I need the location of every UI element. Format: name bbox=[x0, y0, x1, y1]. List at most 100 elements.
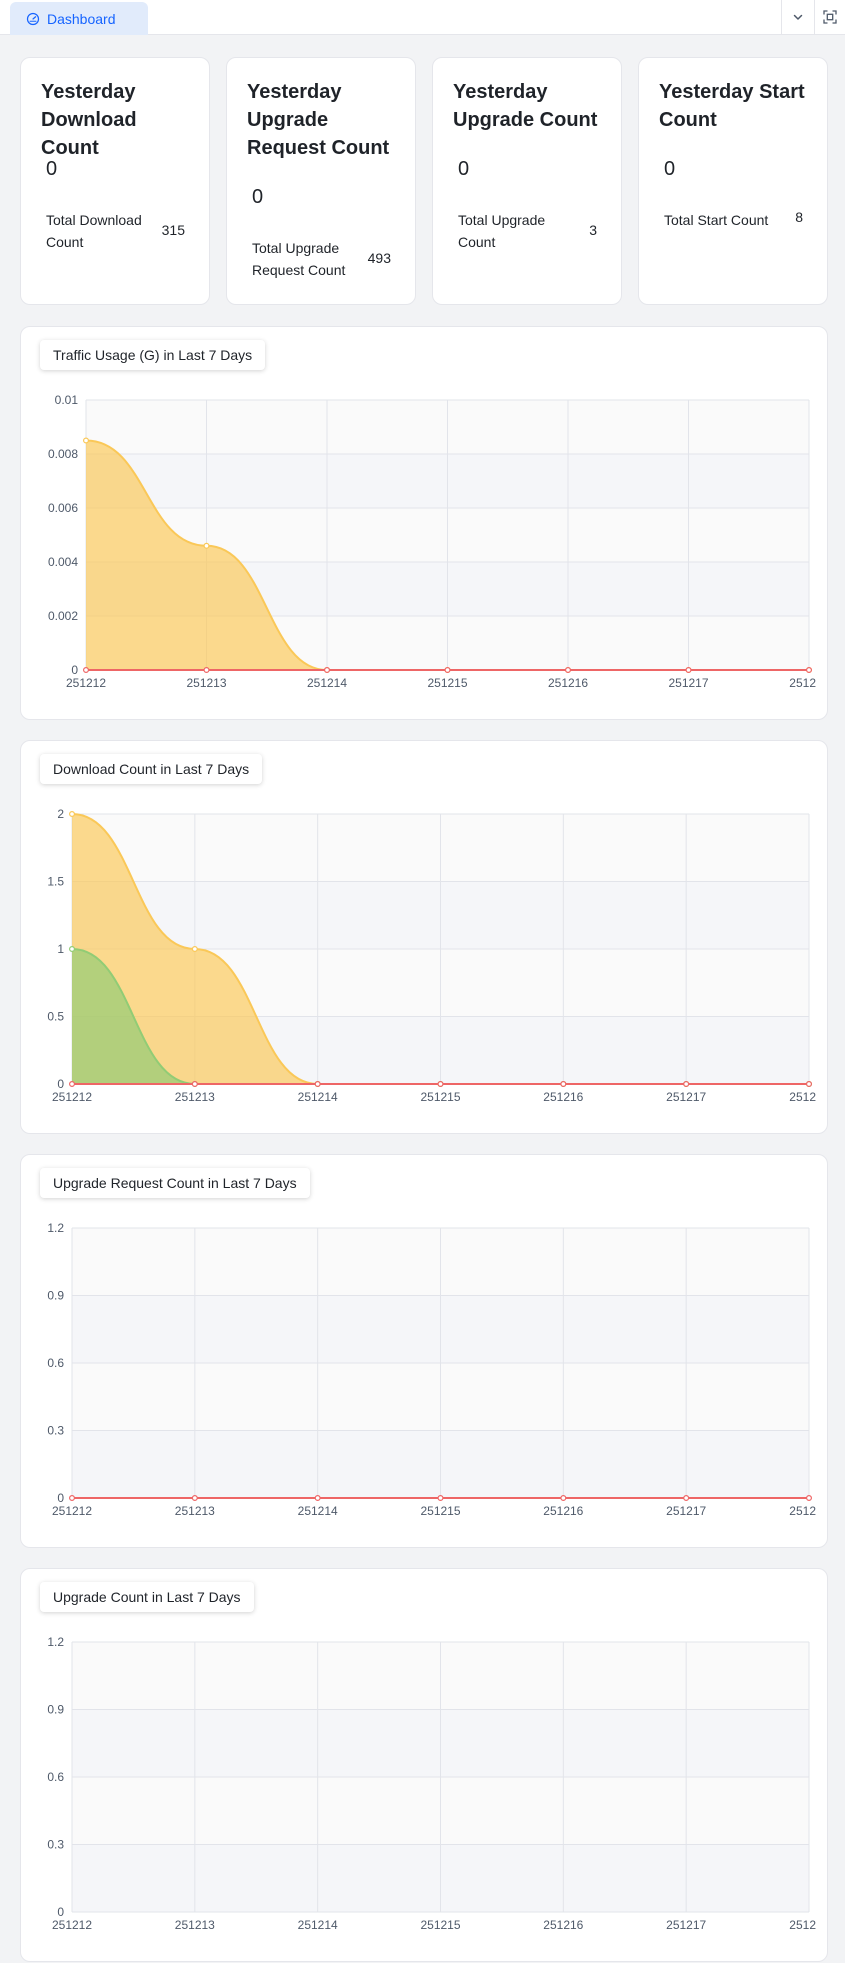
stat-card-upgrade: Yesterday Upgrade Count 0 Total Upgrade … bbox=[432, 57, 622, 305]
data-point bbox=[564, 667, 571, 674]
y-tick-label: 0 bbox=[57, 1077, 64, 1091]
x-tick-label: 251213 bbox=[175, 1504, 215, 1518]
download-chart-card: Download Count in Last 7 Days 0 0.5 1 1.5 2 2… bbox=[20, 740, 828, 1134]
x-tick-label: 2512 bbox=[789, 1918, 816, 1932]
data-point bbox=[805, 1495, 812, 1502]
stat-value: 0 bbox=[458, 158, 470, 180]
stat-total-label: Total Start Count bbox=[664, 212, 769, 228]
data-point bbox=[68, 810, 75, 817]
upgrade-chart: 0 0.3 0.6 0.9 1.2 251212 251213 251214 251215 251… bbox=[47, 1635, 816, 1932]
data-point bbox=[82, 437, 89, 444]
data-point bbox=[683, 1495, 690, 1502]
chart-title: Download Count in Last 7 Days bbox=[40, 754, 263, 784]
y-tick-label: 0.6 bbox=[47, 1356, 64, 1370]
data-point bbox=[444, 667, 451, 674]
y-tick-label: 0.9 bbox=[47, 1289, 64, 1303]
x-tick-label: 251214 bbox=[298, 1504, 338, 1518]
series-area bbox=[72, 949, 809, 1084]
data-point bbox=[437, 1081, 444, 1088]
x-tick-label: 2512 bbox=[789, 676, 816, 690]
data-point bbox=[82, 667, 89, 674]
x-tick-label: 251215 bbox=[420, 1504, 460, 1518]
stat-total-value: 315 bbox=[161, 222, 185, 238]
data-point bbox=[191, 1495, 198, 1502]
stat-value: 0 bbox=[252, 186, 264, 208]
stat-title: Yesterday Download Count bbox=[41, 81, 137, 159]
stat-total-value: 3 bbox=[589, 222, 597, 238]
x-tick-label: 251216 bbox=[543, 1090, 583, 1104]
fullscreen-icon bbox=[823, 10, 837, 24]
x-tick-label: 251217 bbox=[666, 1090, 706, 1104]
data-point bbox=[68, 1081, 75, 1088]
x-tick-label: 2512 bbox=[789, 1504, 816, 1518]
tab-bar: Dashboard bbox=[0, 0, 845, 35]
x-tick-label: 251215 bbox=[427, 676, 467, 690]
y-tick-label: 0 bbox=[71, 663, 78, 677]
data-point bbox=[68, 1495, 75, 1502]
stat-title: Yesterday Start Count bbox=[659, 81, 805, 131]
y-tick-label: 1 bbox=[57, 942, 64, 956]
y-tick-label: 1.2 bbox=[47, 1221, 64, 1235]
series-area bbox=[86, 440, 809, 670]
stat-card-start: Yesterday Start Count 0 Total Start Coun… bbox=[638, 57, 828, 305]
x-tick-label: 251214 bbox=[298, 1090, 338, 1104]
upgrade-request-chart-card: Upgrade Request Count in Last 7 Days 0 0.… bbox=[20, 1154, 828, 1548]
x-tick-label: 251212 bbox=[66, 676, 106, 690]
tab-dropdown-button[interactable] bbox=[781, 0, 814, 34]
data-point bbox=[683, 1081, 690, 1088]
data-point bbox=[805, 667, 812, 674]
data-point bbox=[805, 1081, 812, 1088]
tab-dashboard[interactable]: Dashboard bbox=[10, 2, 148, 35]
data-point bbox=[314, 1081, 321, 1088]
traffic-chart: 0 0.002 0.004 0.006 0.008 0.01 251212 251213 251… bbox=[48, 393, 816, 690]
fullscreen-button[interactable] bbox=[814, 0, 845, 34]
y-tick-label: 0.3 bbox=[47, 1424, 64, 1438]
x-tick-label: 251213 bbox=[186, 676, 226, 690]
chart-title: Traffic Usage (G) in Last 7 Days bbox=[40, 340, 266, 370]
y-tick-label: 0.008 bbox=[48, 447, 78, 461]
y-tick-label: 0.3 bbox=[47, 1838, 64, 1852]
x-tick-label: 251212 bbox=[52, 1090, 92, 1104]
stat-total-value: 8 bbox=[795, 209, 803, 225]
x-tick-label: 251216 bbox=[543, 1918, 583, 1932]
data-point bbox=[685, 667, 692, 674]
x-tick-label: 251215 bbox=[420, 1918, 460, 1932]
x-tick-label: 251212 bbox=[52, 1504, 92, 1518]
stat-card-upgrade-request: Yesterday Upgrade Request Count 0 Total … bbox=[226, 57, 416, 305]
stat-value: 0 bbox=[664, 158, 676, 180]
dashboard-icon bbox=[26, 12, 40, 25]
y-tick-label: 1.2 bbox=[47, 1635, 64, 1649]
x-tick-label: 251216 bbox=[543, 1504, 583, 1518]
y-tick-label: 0.002 bbox=[48, 609, 78, 623]
x-tick-label: 251212 bbox=[52, 1918, 92, 1932]
y-tick-label: 0 bbox=[57, 1905, 64, 1919]
data-point bbox=[560, 1081, 567, 1088]
y-tick-label: 1.5 bbox=[47, 875, 64, 889]
x-tick-label: 251214 bbox=[298, 1918, 338, 1932]
x-tick-label: 2512 bbox=[789, 1090, 816, 1104]
stat-total-label: Total Upgrade Request Count bbox=[252, 240, 346, 278]
download-chart: 0 0.5 1 1.5 2 251212 251213 251214 251215 251216 2… bbox=[47, 807, 816, 1104]
x-tick-label: 251217 bbox=[668, 676, 708, 690]
x-tick-label: 251215 bbox=[420, 1090, 460, 1104]
y-tick-label: 0.5 bbox=[47, 1010, 64, 1024]
x-tick-label: 251217 bbox=[666, 1504, 706, 1518]
tab-label: Dashboard bbox=[47, 10, 116, 27]
data-point bbox=[191, 946, 198, 953]
y-tick-label: 0 bbox=[57, 1491, 64, 1505]
stat-title: Yesterday Upgrade Request Count bbox=[247, 81, 390, 159]
x-tick-label: 251214 bbox=[307, 676, 347, 690]
stat-total-label: Total Upgrade Count bbox=[458, 212, 546, 250]
x-tick-label: 251216 bbox=[548, 676, 588, 690]
data-point bbox=[203, 667, 210, 674]
stat-total-label: Total Download Count bbox=[46, 212, 142, 250]
stat-card-download: Yesterday Download Count 0 Total Downloa… bbox=[20, 57, 210, 305]
data-point bbox=[437, 1495, 444, 1502]
data-point bbox=[203, 542, 210, 549]
y-tick-label: 0.01 bbox=[55, 393, 79, 407]
x-tick-label: 251213 bbox=[175, 1918, 215, 1932]
y-tick-label: 0.006 bbox=[48, 501, 78, 515]
y-tick-label: 0.6 bbox=[47, 1770, 64, 1784]
data-point bbox=[314, 1495, 321, 1502]
data-point bbox=[191, 1081, 198, 1088]
